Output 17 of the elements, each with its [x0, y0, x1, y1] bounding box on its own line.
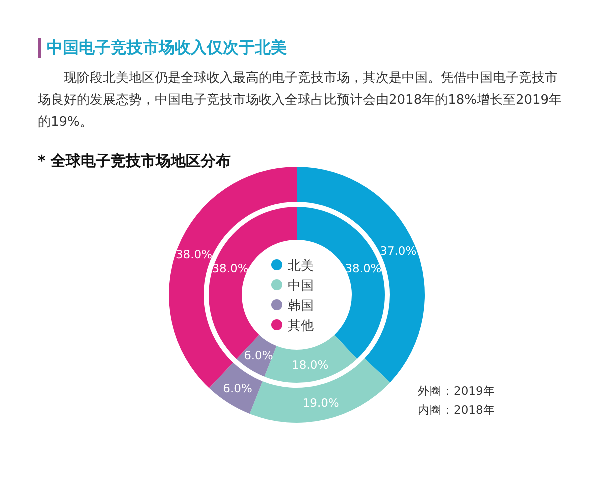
chart-subtitle: 现阶段北美地区仍是全球收入最高的电子竞技市场，其次是中国。凭借中国电子竞技市场良好的发展态势，中国电子竞技市场收入全球占比预计会由2018年的18%增长至2019年的19%。: [38, 70, 564, 132]
text: 外圈：2019年: [418, 384, 496, 398]
legend-label: 其他: [288, 319, 314, 334]
data-label: 38.0%: [212, 262, 249, 276]
legend-label: 北美: [288, 258, 314, 274]
data-label: 6.0%: [244, 348, 274, 362]
legend-label: 中国: [288, 279, 314, 294]
legend-label: 韩国: [288, 299, 314, 314]
data-label: 6.0%: [223, 381, 252, 396]
data-label: 38.0%: [345, 262, 382, 276]
text: * 全球电子竞技市场地区分布: [38, 152, 232, 170]
data-label: 18.0%: [292, 358, 329, 372]
data-label: 38.0%: [176, 247, 213, 262]
text: 内圈：2018年: [418, 403, 496, 417]
data-label: 37.0%: [380, 244, 417, 258]
chart-title: 中国电子竞技市场收入仅次于北美: [38, 38, 287, 58]
data-label: 19.0%: [302, 396, 340, 410]
